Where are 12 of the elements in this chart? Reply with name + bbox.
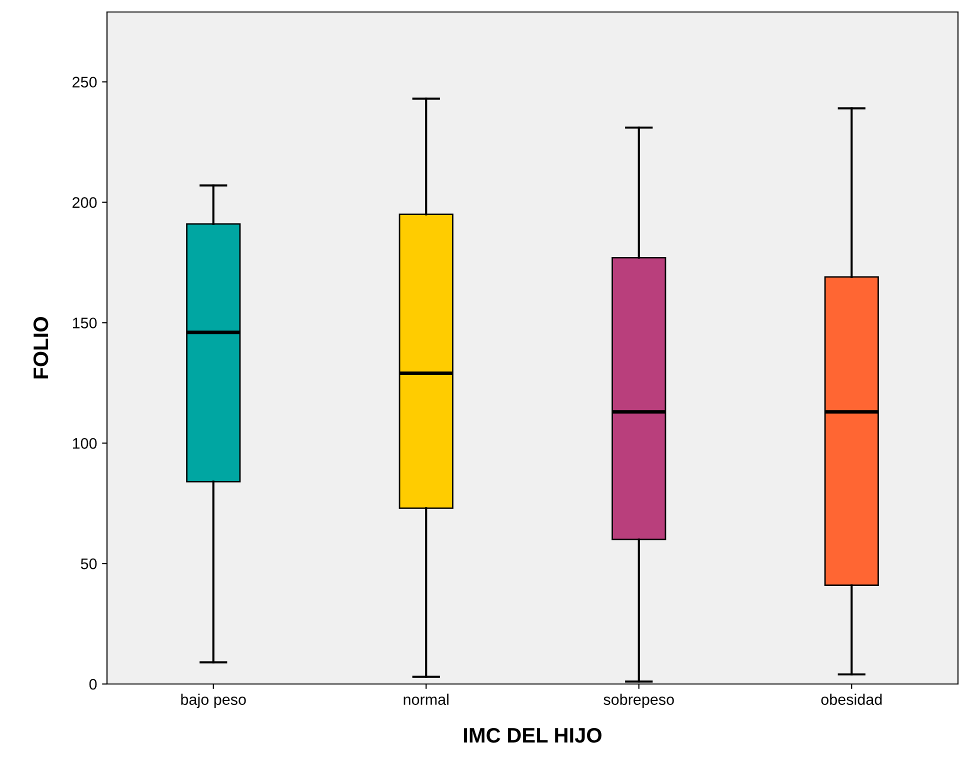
y-tick-label: 150 (72, 318, 97, 328)
x-tick-label: bajo peso (181, 694, 246, 708)
y-tick-label: 200 (72, 197, 97, 208)
y-tick-label: 100 (72, 438, 97, 449)
y-axis-title: FOLIO (33, 317, 48, 378)
y-tick-label: 50 (80, 558, 97, 570)
y-tick-label: 250 (72, 76, 97, 88)
x-axis-title: IMC DEL HIJO (464, 728, 602, 743)
x-tick-label: normal (404, 694, 448, 705)
y-tick-label: 0 (89, 678, 97, 690)
x-tick-label: obesidad (821, 694, 882, 705)
x-tick-label: sobrepeso (604, 694, 674, 708)
